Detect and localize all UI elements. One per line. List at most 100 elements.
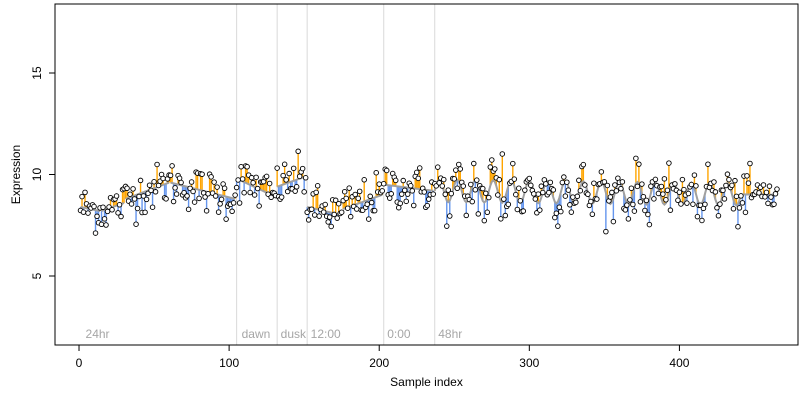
data-point bbox=[564, 179, 570, 185]
data-point bbox=[82, 189, 88, 196]
data-point bbox=[305, 217, 312, 223]
data-point bbox=[736, 205, 743, 211]
data-point bbox=[172, 185, 178, 191]
data-point bbox=[244, 163, 250, 170]
data-point bbox=[672, 181, 678, 187]
data-point bbox=[634, 183, 641, 190]
data-point bbox=[335, 200, 342, 207]
data-point bbox=[513, 191, 519, 198]
data-point bbox=[705, 161, 711, 167]
data-point bbox=[98, 221, 105, 228]
data-point bbox=[552, 214, 558, 221]
data-point bbox=[760, 182, 767, 188]
data-point bbox=[499, 151, 506, 157]
data-point bbox=[170, 198, 177, 205]
data-point bbox=[763, 189, 770, 196]
data-point bbox=[266, 180, 273, 187]
data-point bbox=[531, 191, 537, 197]
data-point bbox=[290, 165, 297, 172]
data-point bbox=[199, 171, 205, 177]
data-point bbox=[580, 161, 587, 168]
data-point bbox=[522, 187, 528, 193]
data-point bbox=[486, 194, 492, 201]
data-point bbox=[576, 177, 582, 184]
data-point bbox=[332, 197, 339, 204]
data-point bbox=[453, 167, 459, 173]
data-point bbox=[160, 175, 166, 182]
data-point bbox=[535, 191, 542, 197]
data-point bbox=[151, 179, 157, 185]
data-point bbox=[320, 209, 327, 215]
data-point bbox=[442, 191, 449, 198]
data-point bbox=[355, 195, 361, 202]
data-point bbox=[338, 209, 345, 215]
data-point bbox=[690, 201, 696, 207]
data-point bbox=[585, 191, 591, 198]
data-point bbox=[439, 183, 446, 189]
data-point bbox=[520, 208, 527, 214]
data-point bbox=[435, 164, 441, 170]
data-point bbox=[364, 201, 370, 208]
data-point bbox=[371, 207, 378, 214]
x-axis: 0 100 200 300 400 bbox=[76, 344, 690, 370]
data-point bbox=[766, 183, 773, 189]
data-point bbox=[163, 196, 169, 202]
data-point bbox=[148, 187, 154, 194]
data-point bbox=[712, 189, 719, 195]
data-point bbox=[483, 190, 489, 197]
data-point bbox=[185, 206, 192, 213]
data-point bbox=[723, 182, 729, 189]
data-point bbox=[501, 196, 507, 202]
x-tick-label: 300 bbox=[519, 356, 539, 370]
data-point bbox=[142, 209, 148, 216]
data-point bbox=[302, 175, 309, 181]
data-point bbox=[203, 208, 210, 214]
data-point bbox=[196, 195, 202, 202]
data-point bbox=[711, 179, 717, 185]
data-point bbox=[152, 189, 159, 195]
data-point bbox=[514, 206, 521, 213]
data-point bbox=[601, 179, 608, 185]
data-point bbox=[451, 176, 458, 182]
data-point bbox=[286, 170, 292, 177]
phase-label: dawn bbox=[242, 327, 271, 341]
data-point bbox=[347, 213, 354, 220]
data-point bbox=[208, 174, 214, 180]
data-point bbox=[675, 197, 681, 204]
data-point bbox=[236, 200, 243, 206]
data-point bbox=[190, 188, 196, 195]
phase-dividers bbox=[236, 4, 436, 345]
data-point bbox=[127, 191, 133, 197]
data-point bbox=[100, 204, 106, 210]
data-point bbox=[553, 210, 560, 216]
data-point bbox=[717, 201, 723, 207]
data-point bbox=[274, 165, 280, 171]
data-point bbox=[471, 160, 477, 167]
data-point bbox=[496, 176, 503, 183]
data-point bbox=[714, 205, 720, 211]
data-point bbox=[693, 183, 699, 189]
data-point bbox=[730, 206, 737, 212]
data-point bbox=[388, 191, 394, 197]
data-point bbox=[532, 196, 539, 202]
data-point bbox=[292, 188, 298, 194]
data-point bbox=[103, 222, 109, 228]
data-point bbox=[589, 211, 596, 218]
data-point bbox=[205, 191, 211, 197]
data-point bbox=[281, 161, 288, 168]
data-point bbox=[457, 166, 464, 172]
data-point bbox=[230, 200, 237, 206]
data-point bbox=[603, 228, 609, 235]
x-tick-label: 200 bbox=[369, 356, 389, 370]
data-point bbox=[546, 189, 552, 196]
data-point bbox=[765, 200, 771, 207]
data-point bbox=[326, 214, 333, 220]
data-point bbox=[715, 213, 722, 219]
data-point bbox=[280, 172, 286, 179]
data-point bbox=[604, 182, 611, 189]
data-point bbox=[134, 205, 141, 212]
data-point bbox=[724, 171, 731, 177]
y-axis-label: Expression bbox=[9, 145, 23, 204]
data-point bbox=[380, 180, 387, 187]
data-point bbox=[570, 194, 576, 200]
